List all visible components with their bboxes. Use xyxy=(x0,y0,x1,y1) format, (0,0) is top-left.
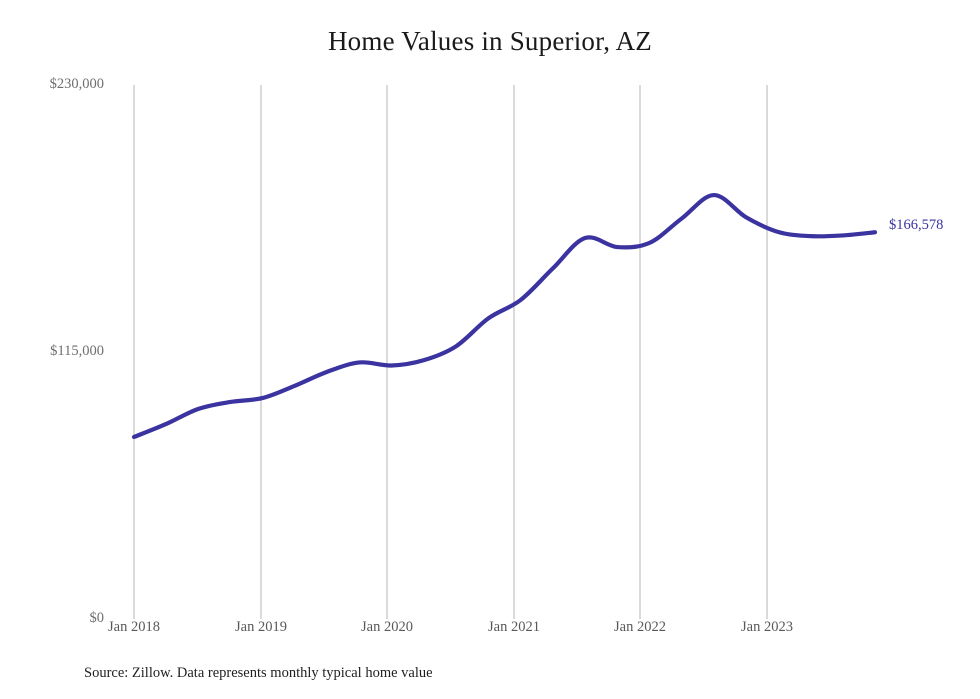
gridlines xyxy=(133,85,768,619)
x-tick-label-jan-2018: Jan 2018 xyxy=(108,619,160,635)
data-series-typical-home-value xyxy=(131,192,878,440)
y-tick-label-bottom: $0 xyxy=(89,610,105,626)
end-value-label: $166,578 xyxy=(889,217,944,233)
chart-title: Home Values in Superior, AZ xyxy=(327,26,653,56)
source-note: Source: Zillow. Data represents monthly … xyxy=(84,665,433,681)
x-tick-label-jan-2019: Jan 2019 xyxy=(235,619,287,635)
x-tick-label-jan-2022: Jan 2022 xyxy=(614,619,666,635)
x-tick-label-jan-2020: Jan 2020 xyxy=(361,619,413,635)
x-tick-label-jan-2021: Jan 2021 xyxy=(488,619,540,635)
y-tick-label-top: $230,000 xyxy=(49,76,104,92)
y-tick-label-mid: $115,000 xyxy=(50,343,104,359)
x-tick-label-jan-2023: Jan 2023 xyxy=(741,619,793,635)
series-line xyxy=(131,192,878,440)
